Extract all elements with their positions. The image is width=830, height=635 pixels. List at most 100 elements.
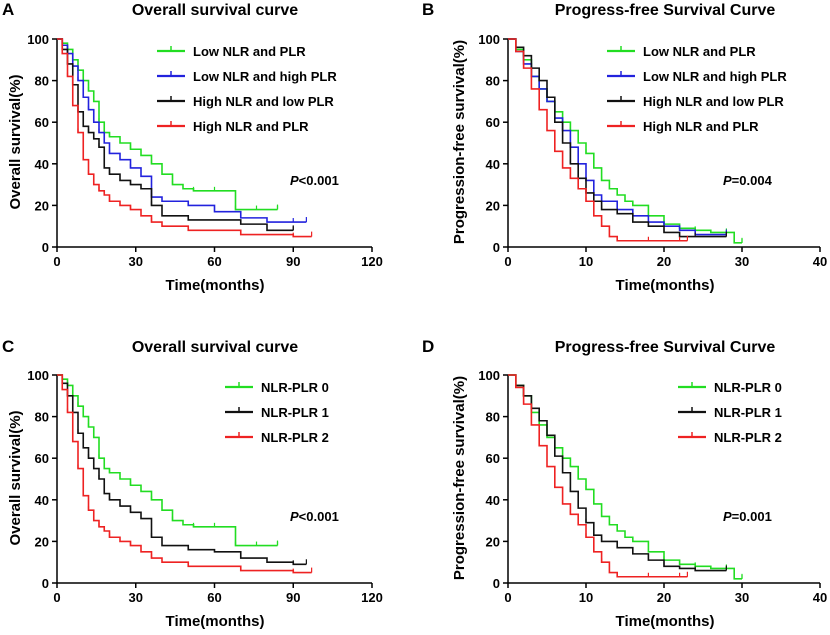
legend-item: High NLR and low PLR — [157, 94, 334, 109]
legend-item: Low NLR and PLR — [607, 44, 756, 59]
y-tick-label: 80 — [35, 74, 49, 89]
y-tick-label: 100 — [478, 32, 500, 47]
p-value: P<0.001 — [290, 509, 339, 524]
legend-item: NLR-PLR 2 — [678, 430, 782, 445]
x-tick-label: 120 — [361, 590, 383, 605]
panel-label: C — [2, 337, 14, 356]
y-tick-label: 100 — [27, 32, 49, 47]
survival-curve-1 — [57, 38, 278, 211]
y-tick-label: 0 — [493, 240, 500, 255]
p-value-italic: P — [723, 173, 732, 188]
survival-curve-1 — [57, 374, 278, 547]
survival-curve-2 — [57, 374, 307, 566]
x-axis-label: Time(months) — [616, 277, 715, 294]
plot-area: 0 10 20 30 40 0 20 40 60 80 100 Low NLR and PLR Low … — [478, 32, 827, 269]
y-axis-label: Overall survival(%) — [7, 74, 24, 209]
y-axis-label: Progression-free survival(%) — [451, 376, 468, 580]
x-axis-label: Time(months) — [166, 277, 265, 294]
y-tick-label: 0 — [493, 576, 500, 591]
legend-label: NLR-PLR 2 — [714, 430, 782, 445]
x-tick-label: 30 — [129, 254, 143, 269]
legend-label: Low NLR and PLR — [643, 44, 756, 59]
y-tick-label: 40 — [486, 157, 500, 172]
x-tick-label: 90 — [286, 254, 300, 269]
y-tick-label: 80 — [35, 410, 49, 425]
legend-label: High NLR and low PLR — [193, 94, 334, 109]
y-tick-label: 100 — [478, 368, 500, 383]
p-value-rest: <0.001 — [299, 509, 339, 524]
legend-label: NLR-PLR 1 — [261, 405, 329, 420]
y-tick-label: 60 — [35, 451, 49, 466]
legend-item: NLR-PLR 1 — [225, 405, 329, 420]
survival-curve-3 — [508, 38, 727, 238]
x-axis-label: Time(months) — [166, 613, 265, 630]
x-tick-label: 20 — [657, 254, 671, 269]
y-tick-label: 60 — [486, 115, 500, 130]
x-tick-label: 40 — [813, 590, 827, 605]
legend-item: Low NLR and high PLR — [607, 69, 787, 84]
x-tick-label: 20 — [657, 590, 671, 605]
legend-label: Low NLR and high PLR — [643, 69, 787, 84]
p-value: P=0.004 — [723, 173, 773, 188]
x-tick-label: 0 — [53, 590, 60, 605]
legend-label: High NLR and PLR — [643, 119, 759, 134]
legend-label: NLR-PLR 1 — [714, 405, 782, 420]
y-tick-label: 60 — [35, 115, 49, 130]
x-tick-label: 30 — [129, 590, 143, 605]
y-tick-label: 0 — [42, 576, 49, 591]
y-tick-label: 80 — [486, 410, 500, 425]
legend-item: High NLR and PLR — [157, 119, 309, 134]
chart-title: Progress-free Survival Curve — [555, 339, 776, 356]
legend-label: Low NLR and high PLR — [193, 69, 337, 84]
x-tick-label: 120 — [361, 254, 383, 269]
panel-d: D Progress-free Survival Curve Time(mont… — [422, 337, 827, 630]
y-tick-label: 40 — [35, 493, 49, 508]
x-tick-label: 10 — [579, 254, 593, 269]
y-tick-label: 20 — [486, 534, 500, 549]
x-tick-label: 30 — [735, 590, 749, 605]
survival-curve-2 — [508, 374, 727, 572]
legend-label: NLR-PLR 0 — [714, 380, 782, 395]
legend-label: High NLR and low PLR — [643, 94, 784, 109]
legend-item: NLR-PLR 0 — [678, 380, 782, 395]
legend-item: High NLR and low PLR — [607, 94, 784, 109]
p-value-rest: =0.001 — [732, 509, 772, 524]
y-tick-label: 60 — [486, 451, 500, 466]
legend-label: NLR-PLR 2 — [261, 430, 329, 445]
p-value-rest: <0.001 — [299, 173, 339, 188]
p-value-italic: P — [290, 509, 299, 524]
legend-label: Low NLR and PLR — [193, 44, 306, 59]
panel-label: D — [422, 337, 434, 356]
y-tick-label: 0 — [42, 240, 49, 255]
panel-label: B — [422, 0, 434, 19]
panel-b: B Progress-free Survival Curve Time(mont… — [422, 0, 827, 294]
legend-item: High NLR and PLR — [607, 119, 759, 134]
chart-title: Progress-free Survival Curve — [555, 2, 776, 19]
p-value-rest: =0.004 — [732, 173, 773, 188]
y-tick-label: 40 — [35, 157, 49, 172]
x-tick-label: 0 — [504, 590, 511, 605]
p-value: P=0.001 — [723, 509, 772, 524]
plot-area: 0 30 60 90 120 0 20 40 60 80 100 Low NLR and PLR Low… — [27, 32, 383, 269]
y-tick-label: 20 — [35, 534, 49, 549]
legend-item: NLR-PLR 1 — [678, 405, 782, 420]
plot-area: 0 30 60 90 120 0 20 40 60 80 100 NLR-PLR 0 NLR-PLR 1… — [27, 368, 383, 605]
x-tick-label: 10 — [579, 590, 593, 605]
panel-a: A Overall survival curve Time(months) Ov… — [2, 0, 383, 294]
x-tick-label: 30 — [735, 254, 749, 269]
chart-title: Overall survival curve — [132, 339, 298, 356]
x-tick-label: 60 — [207, 590, 221, 605]
legend-item: NLR-PLR 0 — [225, 380, 329, 395]
x-tick-label: 40 — [813, 254, 827, 269]
plot-area: 0 10 20 30 40 0 20 40 60 80 100 NLR-PLR 0 NLR-PLR 1 N… — [478, 368, 827, 605]
legend-label: High NLR and PLR — [193, 119, 309, 134]
legend-item: Low NLR and PLR — [157, 44, 306, 59]
legend-item: Low NLR and high PLR — [157, 69, 337, 84]
y-tick-label: 20 — [35, 198, 49, 213]
y-axis-label: Progression-free survival(%) — [451, 40, 468, 244]
p-value-italic: P — [723, 509, 732, 524]
p-value-italic: P — [290, 173, 299, 188]
y-axis-label: Overall survival(%) — [7, 410, 24, 545]
x-tick-label: 90 — [286, 590, 300, 605]
